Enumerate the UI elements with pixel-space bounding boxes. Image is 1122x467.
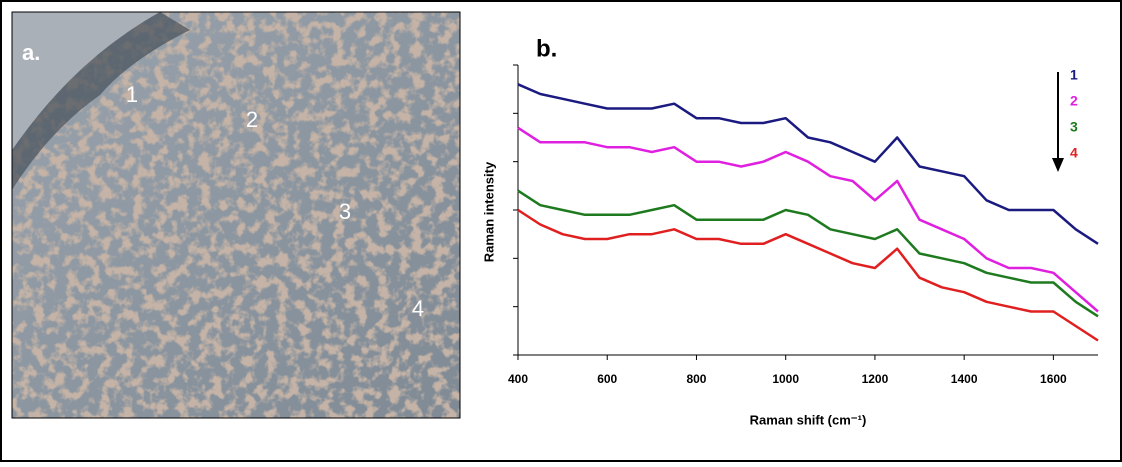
point-label: 1: [126, 82, 138, 107]
point-label: 3: [339, 199, 351, 224]
y-axis-title: Raman intensity: [481, 161, 496, 262]
panel-label: a.: [22, 40, 40, 65]
x-tick-label: 400: [508, 372, 528, 386]
legend-label: 1: [1070, 67, 1078, 83]
legend-label: 3: [1070, 119, 1078, 135]
photo-edge: [12, 12, 160, 150]
x-tick-label: 1400: [951, 372, 978, 386]
series-line: [517, 189, 1099, 318]
x-tick-label: 1000: [772, 372, 799, 386]
point-label: 2: [246, 107, 258, 132]
legend-label: 2: [1070, 93, 1078, 109]
series-line: [517, 208, 1099, 342]
point-label: 4: [412, 296, 424, 321]
panel-label: b.: [536, 35, 557, 62]
x-tick-label: 600: [597, 372, 617, 386]
micrograph: a. 1 2 3 4: [11, 11, 461, 419]
x-tick-label: 1200: [862, 372, 889, 386]
series-line: [517, 126, 1099, 313]
x-tick-label: 1600: [1040, 372, 1067, 386]
x-tick-label: 800: [686, 372, 706, 386]
photo-rim: [12, 12, 190, 190]
x-axis-title: Raman shift (cm⁻¹): [750, 412, 867, 427]
photo-border: [11, 11, 461, 419]
legend-label: 4: [1070, 145, 1078, 161]
arrow-head: [1052, 158, 1064, 172]
series-line: [517, 83, 1099, 245]
